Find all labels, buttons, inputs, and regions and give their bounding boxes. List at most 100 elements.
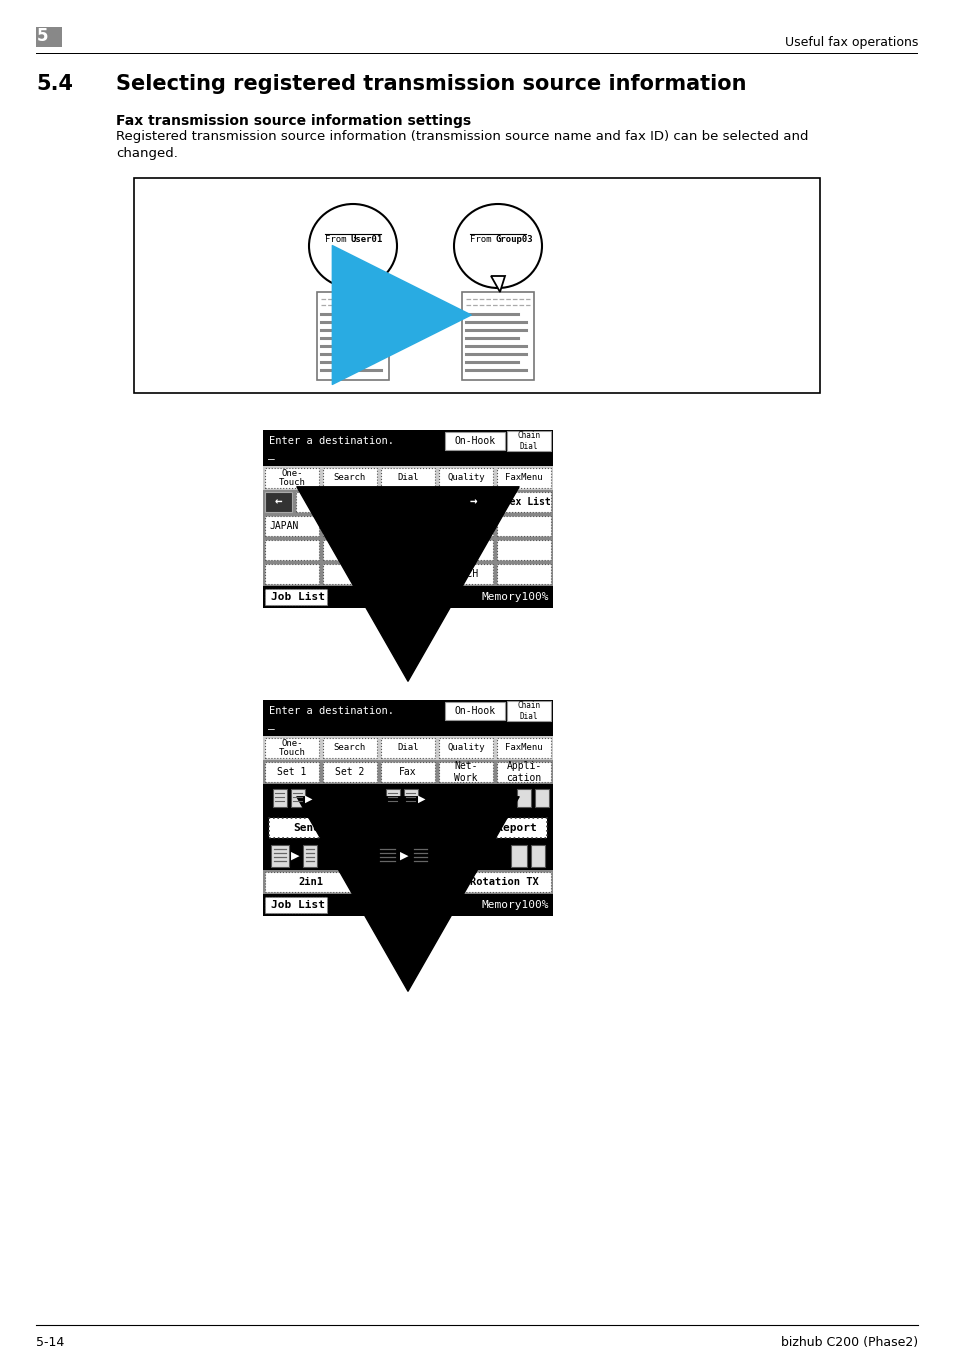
Text: BRANCH: BRANCH: [314, 497, 349, 507]
Bar: [265, 589, 327, 605]
Bar: [380, 467, 435, 488]
Text: On-Hook: On-Hook: [454, 436, 495, 446]
Text: One-
Touch: One- Touch: [278, 739, 305, 758]
Text: ▶: ▶: [305, 794, 313, 804]
Bar: [323, 467, 376, 488]
Bar: [444, 703, 504, 720]
Bar: [263, 453, 553, 466]
Text: SUPPLIER: SUPPLIER: [390, 497, 437, 507]
Text: 2-Sided TX: 2-Sided TX: [375, 877, 437, 888]
Bar: [36, 27, 62, 47]
Bar: [271, 844, 289, 867]
Bar: [316, 292, 389, 380]
Bar: [265, 738, 318, 758]
Bar: [265, 540, 318, 561]
Bar: [380, 516, 435, 536]
Text: Memory100%: Memory100%: [481, 592, 548, 603]
Text: One-
Touch: One- Touch: [278, 469, 305, 488]
Bar: [438, 762, 493, 782]
Bar: [263, 586, 553, 608]
Text: —: —: [268, 454, 274, 463]
Bar: [295, 492, 368, 512]
Text: ←: ←: [274, 496, 281, 508]
Bar: [461, 292, 534, 380]
Bar: [380, 563, 435, 584]
Text: Quality: Quality: [447, 473, 484, 482]
Text: Fax: Fax: [398, 767, 416, 777]
Bar: [291, 789, 305, 807]
Bar: [323, 540, 376, 561]
Bar: [303, 844, 316, 867]
Text: Job List: Job List: [271, 592, 325, 603]
Text: TO HQ: TO HQ: [385, 569, 414, 580]
Bar: [263, 842, 553, 870]
Bar: [531, 844, 544, 867]
Bar: [511, 844, 526, 867]
Text: Fax transmission source information settings: Fax transmission source information sett…: [116, 113, 471, 128]
Text: 5-14: 5-14: [36, 1336, 64, 1350]
Text: Set 1: Set 1: [277, 767, 306, 777]
Bar: [456, 871, 551, 892]
Bar: [491, 492, 551, 512]
Bar: [263, 761, 553, 784]
Bar: [269, 817, 358, 838]
Bar: [265, 516, 318, 536]
Text: BRANCH: BRANCH: [442, 569, 477, 580]
Bar: [265, 563, 318, 584]
Text: NEW
YORK: NEW YORK: [327, 516, 350, 536]
Text: JAPAN: JAPAN: [269, 521, 298, 531]
Bar: [263, 870, 553, 894]
Text: changed.: changed.: [116, 147, 177, 159]
Bar: [263, 815, 553, 842]
Bar: [506, 701, 551, 721]
Bar: [265, 492, 292, 512]
Bar: [535, 789, 548, 807]
Text: 5.4: 5.4: [36, 74, 73, 95]
Text: bizhub C200 (Phase2): bizhub C200 (Phase2): [781, 1336, 917, 1350]
Bar: [273, 789, 287, 807]
Bar: [263, 784, 553, 815]
Text: User01: User01: [351, 235, 383, 243]
Bar: [497, 762, 551, 782]
Bar: [497, 563, 551, 584]
Bar: [438, 540, 493, 561]
Text: ▶: ▶: [417, 794, 425, 804]
Bar: [403, 789, 417, 807]
Text: Net-
Work: Net- Work: [454, 761, 477, 782]
Text: Set 2: Set 2: [335, 767, 364, 777]
Bar: [380, 540, 435, 561]
Bar: [323, 738, 376, 758]
Text: —: —: [268, 724, 274, 734]
Text: BOSTON: BOSTON: [385, 521, 420, 531]
Text: TX Report: TX Report: [476, 823, 536, 834]
Bar: [265, 871, 356, 892]
Bar: [265, 762, 318, 782]
Text: Search: Search: [334, 473, 366, 482]
Text: Registered transmission source information (transmission source name and fax ID): Registered transmission source informati…: [116, 130, 807, 143]
Ellipse shape: [454, 204, 541, 288]
Text: Sender: Sender: [294, 823, 334, 834]
Bar: [464, 817, 546, 838]
Bar: [263, 466, 553, 490]
Bar: [263, 430, 553, 453]
Text: ▶: ▶: [291, 851, 299, 861]
Text: FaxMenu: FaxMenu: [505, 473, 542, 482]
Bar: [263, 736, 553, 761]
Bar: [438, 738, 493, 758]
Bar: [360, 871, 453, 892]
Bar: [263, 538, 553, 562]
Text: →: →: [469, 496, 476, 508]
Text: ▶: ▶: [399, 851, 408, 861]
Bar: [459, 492, 486, 512]
Text: FaxMenu: FaxMenu: [505, 743, 542, 753]
Bar: [497, 467, 551, 488]
Text: ARIZO
NA: ARIZO NA: [442, 516, 472, 536]
Bar: [263, 562, 553, 586]
Bar: [517, 789, 531, 807]
Text: Memory100%: Memory100%: [481, 900, 548, 911]
Bar: [444, 432, 504, 450]
Text: Enter a destination.: Enter a destination.: [269, 707, 394, 716]
Text: 2in1: 2in1: [298, 877, 323, 888]
Bar: [506, 431, 551, 451]
Bar: [323, 563, 376, 584]
